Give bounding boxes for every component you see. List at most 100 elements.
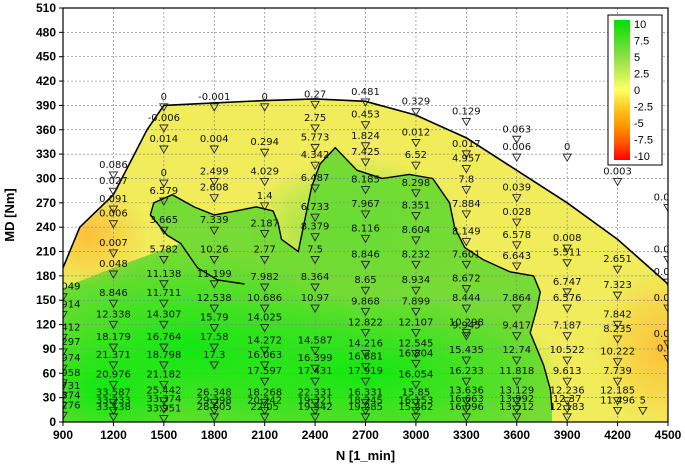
- data-marker: [360, 413, 371, 422]
- data-label: 0.329: [402, 97, 431, 108]
- data-marker: [612, 358, 623, 367]
- y-tick-label: 30: [43, 391, 57, 405]
- data-label: 20.976: [96, 369, 131, 380]
- data-label: 1.824: [351, 131, 380, 142]
- data-label: 0.016: [654, 192, 683, 203]
- x-tick-label: 4200: [604, 428, 631, 442]
- data-label: 19.285: [348, 402, 383, 413]
- data-marker: [612, 377, 623, 387]
- x-tick-label: 1500: [150, 428, 177, 442]
- legend-tick-label: -5: [634, 118, 644, 130]
- data-marker: [360, 158, 371, 167]
- data-label: 0: [161, 168, 167, 179]
- data-label: 11.049: [46, 282, 81, 293]
- x-tick-label: 900: [53, 428, 73, 442]
- data-label: 0.009: [654, 244, 683, 255]
- x-tick-label: 4500: [655, 428, 682, 442]
- data-marker: [259, 178, 270, 187]
- data-marker: [612, 265, 623, 275]
- data-label: 16.153: [398, 395, 433, 406]
- data-label: 0.481: [351, 87, 380, 98]
- x-axis-label: N [1_min]: [336, 448, 395, 463]
- data-marker: [159, 343, 169, 352]
- data-marker: [310, 406, 320, 416]
- data-label: 12.37: [553, 394, 582, 405]
- data-label: 7.842: [603, 309, 632, 320]
- data-marker: [259, 398, 270, 408]
- data-label: 1.4: [257, 191, 273, 202]
- data-marker: [562, 304, 572, 314]
- data-label: 0.294: [250, 137, 279, 148]
- data-label: 17.597: [247, 366, 282, 377]
- x-tick-label: 3900: [554, 428, 581, 442]
- data-marker: [159, 145, 169, 154]
- data-marker: [411, 413, 421, 422]
- data-marker: [461, 150, 472, 159]
- y-tick-label: 420: [36, 74, 56, 88]
- data-marker: [562, 153, 572, 163]
- data-label: 0.028: [502, 207, 531, 218]
- data-marker: [461, 413, 472, 422]
- data-label: 9.868: [351, 296, 380, 307]
- data-label: 18.179: [96, 332, 131, 343]
- data-marker: [159, 397, 169, 406]
- data-marker: [511, 241, 522, 250]
- data-label: 7.339: [200, 215, 229, 226]
- data-marker: [411, 212, 421, 221]
- data-marker: [612, 397, 623, 406]
- data-label: 7.5: [307, 244, 323, 255]
- x-tick-label: 3300: [453, 428, 480, 442]
- contour-line-5: [149, 146, 553, 410]
- data-label: 4.957: [452, 153, 481, 164]
- data-marker: [108, 205, 119, 214]
- data-label: 0.007: [654, 329, 683, 340]
- data-label: 0.004: [200, 134, 229, 145]
- data-label: 10.222: [600, 347, 635, 358]
- data-label: 8.185: [351, 175, 380, 186]
- data-label: 2.187: [250, 218, 279, 229]
- legend-tick-label: -10: [634, 151, 650, 163]
- data-marker: [63, 293, 68, 302]
- data-label: 33.951: [146, 404, 181, 415]
- data-marker: [360, 210, 371, 219]
- data-marker: [360, 406, 371, 416]
- data-marker: [159, 103, 169, 112]
- data-label: 6.643: [502, 251, 531, 262]
- data-label: 10.522: [550, 345, 585, 356]
- data-marker: [461, 117, 472, 127]
- data-marker: [259, 103, 270, 112]
- data-label: 15.262: [398, 402, 433, 413]
- data-label: 8.846: [99, 288, 128, 299]
- legend-tick-label: 5: [634, 52, 640, 64]
- data-label: 0.27: [304, 89, 326, 100]
- data-label: 0.086: [99, 160, 128, 171]
- data-label: 0.063: [502, 124, 531, 135]
- data-marker: [461, 405, 472, 414]
- y-tick-label: 90: [43, 342, 57, 356]
- data-label: 17.919: [348, 366, 383, 377]
- y-tick-label: 0: [49, 415, 56, 429]
- data-marker: [360, 398, 371, 408]
- data-marker: [562, 413, 572, 422]
- data-label: 0: [261, 92, 267, 103]
- data-label: 6.733: [301, 202, 330, 213]
- y-axis-label: MD [Nm]: [2, 188, 17, 241]
- data-label: 7.899: [402, 296, 431, 307]
- data-marker: [259, 324, 270, 333]
- x-tick-label: 2700: [352, 428, 379, 442]
- data-label: 20.242: [247, 395, 282, 406]
- data-label: 0.014: [654, 267, 683, 278]
- data-label: 10.26: [200, 244, 229, 255]
- data-marker: [411, 236, 421, 245]
- data-marker: [562, 405, 572, 414]
- data-label: -0.006: [148, 113, 180, 124]
- data-label: 34.276: [46, 400, 81, 411]
- data-marker: [562, 259, 572, 268]
- y-tick-label: 180: [36, 269, 56, 283]
- data-marker: [108, 343, 119, 352]
- data-label: 8.934: [402, 275, 431, 286]
- data-marker: [663, 340, 668, 349]
- data-label: 11.496: [600, 395, 635, 406]
- data-label: 16.663: [449, 394, 484, 405]
- data-label: 20.974: [46, 353, 81, 364]
